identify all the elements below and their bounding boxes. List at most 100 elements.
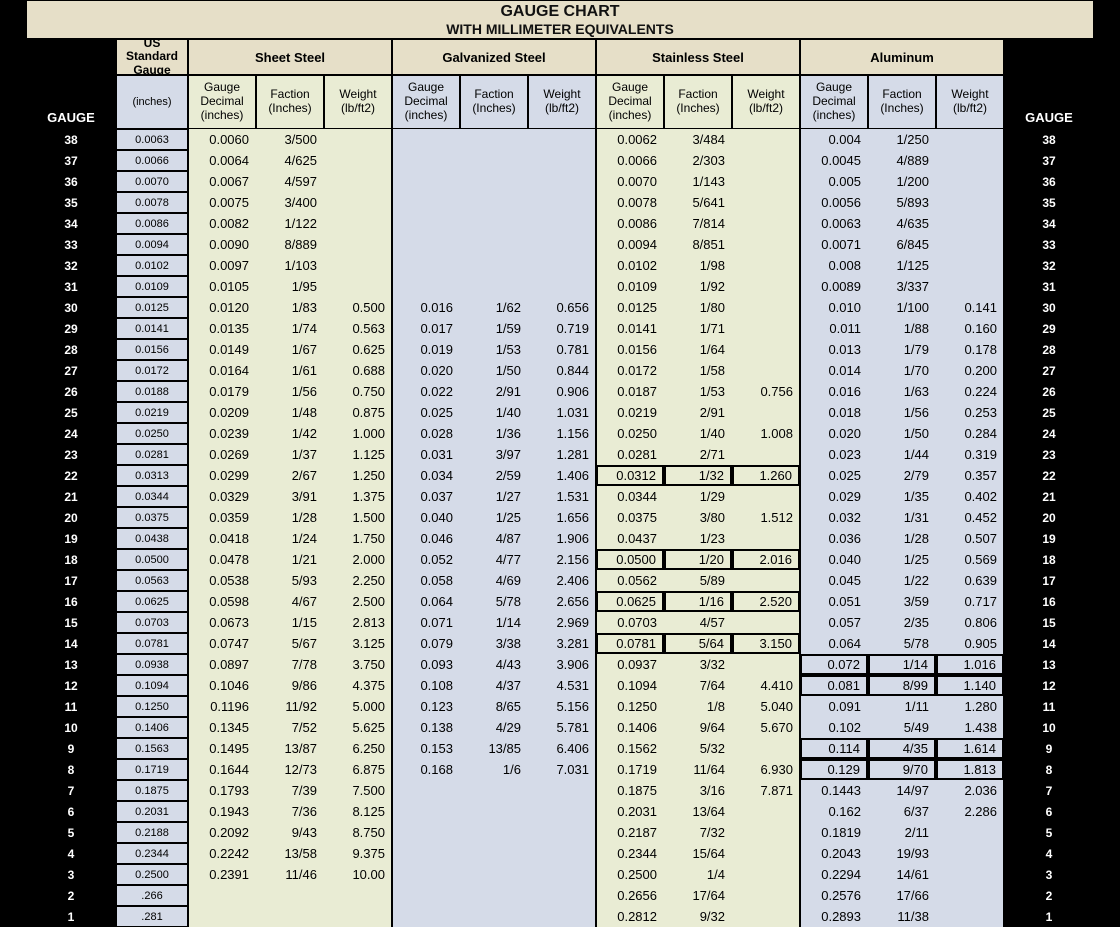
ss-13-1: 7/78 xyxy=(256,654,324,675)
st-12-0: 0.1094 xyxy=(596,675,664,696)
al-19-0: 0.036 xyxy=(800,528,868,549)
al-11-1: 1/11 xyxy=(868,696,936,717)
gauge-right-34: 34 xyxy=(1004,213,1094,234)
st-23-0: 0.0281 xyxy=(596,444,664,465)
st-33-0: 0.0094 xyxy=(596,234,664,255)
st-38-0: 0.0062 xyxy=(596,129,664,150)
ss-18-0: 0.0478 xyxy=(188,549,256,570)
gauge-left-32: 32 xyxy=(26,255,116,276)
gs-4-2 xyxy=(528,843,596,864)
us-13: 0.0938 xyxy=(116,654,188,675)
st-17-1: 5/89 xyxy=(664,570,732,591)
al-15-2: 0.806 xyxy=(936,612,1004,633)
gauge-right-5: 5 xyxy=(1004,822,1094,843)
gauge-right-7: 7 xyxy=(1004,780,1094,801)
st-34-2 xyxy=(732,213,800,234)
gs-35-0 xyxy=(392,192,460,213)
us-11: 0.1250 xyxy=(116,696,188,717)
ss-38-0: 0.0060 xyxy=(188,129,256,150)
gs-5-1 xyxy=(460,822,528,843)
gauge-right-4: 4 xyxy=(1004,843,1094,864)
ss-9-2: 6.250 xyxy=(324,738,392,759)
gauge-left-38: 38 xyxy=(26,129,116,150)
ss-9-0: 0.1495 xyxy=(188,738,256,759)
al-37-0: 0.0045 xyxy=(800,150,868,171)
al-19-1: 1/28 xyxy=(868,528,936,549)
ss-20-2: 1.500 xyxy=(324,507,392,528)
gs-3-2 xyxy=(528,864,596,885)
gauge-right-37: 37 xyxy=(1004,150,1094,171)
al-35-1: 5/893 xyxy=(868,192,936,213)
st-33-1: 8/851 xyxy=(664,234,732,255)
ss-7-1: 7/39 xyxy=(256,780,324,801)
gs-7-1 xyxy=(460,780,528,801)
ss-34-1: 1/122 xyxy=(256,213,324,234)
st-15-0: 0.0703 xyxy=(596,612,664,633)
gs-7-2 xyxy=(528,780,596,801)
al-18-0: 0.040 xyxy=(800,549,868,570)
st-2-0: 0.2656 xyxy=(596,885,664,906)
gauge-right-8: 8 xyxy=(1004,759,1094,780)
gs-11-0: 0.123 xyxy=(392,696,460,717)
al-25-1: 1/56 xyxy=(868,402,936,423)
ss-31-0: 0.0105 xyxy=(188,276,256,297)
us-30: 0.0125 xyxy=(116,297,188,318)
gauge-left-11: 11 xyxy=(26,696,116,717)
ss-33-1: 8/889 xyxy=(256,234,324,255)
us-20: 0.0375 xyxy=(116,507,188,528)
gs-36-1 xyxy=(460,171,528,192)
gauge-right-33: 33 xyxy=(1004,234,1094,255)
gs-21-1: 1/27 xyxy=(460,486,528,507)
ss-27-1: 1/61 xyxy=(256,360,324,381)
al-10-2: 1.438 xyxy=(936,717,1004,738)
gs-28-0: 0.019 xyxy=(392,339,460,360)
gs-12-1: 4/37 xyxy=(460,675,528,696)
al-9-1: 4/35 xyxy=(868,738,936,759)
st-5-2 xyxy=(732,822,800,843)
header-gs-sub-1: Faction (Inches) xyxy=(460,75,528,129)
gs-30-2: 0.656 xyxy=(528,297,596,318)
gauge-left-7: 7 xyxy=(26,780,116,801)
ss-17-1: 5/93 xyxy=(256,570,324,591)
gauge-left-13: 13 xyxy=(26,654,116,675)
gauge-right-38: 38 xyxy=(1004,129,1094,150)
ss-2-2 xyxy=(324,885,392,906)
al-1-0: 0.2893 xyxy=(800,906,868,927)
al-34-0: 0.0063 xyxy=(800,213,868,234)
gs-10-2: 5.781 xyxy=(528,717,596,738)
gs-16-2: 2.656 xyxy=(528,591,596,612)
gs-17-1: 4/69 xyxy=(460,570,528,591)
al-32-2 xyxy=(936,255,1004,276)
st-37-2 xyxy=(732,150,800,171)
gs-36-2 xyxy=(528,171,596,192)
gs-23-0: 0.031 xyxy=(392,444,460,465)
gs-35-1 xyxy=(460,192,528,213)
al-29-2: 0.160 xyxy=(936,318,1004,339)
gs-31-2 xyxy=(528,276,596,297)
al-31-2 xyxy=(936,276,1004,297)
gs-11-1: 8/65 xyxy=(460,696,528,717)
ss-6-1: 7/36 xyxy=(256,801,324,822)
gauge-left-27: 27 xyxy=(26,360,116,381)
st-30-1: 1/80 xyxy=(664,297,732,318)
al-16-0: 0.051 xyxy=(800,591,868,612)
al-26-1: 1/63 xyxy=(868,381,936,402)
st-6-1: 13/64 xyxy=(664,801,732,822)
gs-23-1: 3/97 xyxy=(460,444,528,465)
ss-6-0: 0.1943 xyxy=(188,801,256,822)
al-2-1: 17/66 xyxy=(868,885,936,906)
al-6-2: 2.286 xyxy=(936,801,1004,822)
ss-29-0: 0.0135 xyxy=(188,318,256,339)
al-27-0: 0.014 xyxy=(800,360,868,381)
ss-12-1: 9/86 xyxy=(256,675,324,696)
header-gs-sub-0: Gauge Decimal (inches) xyxy=(392,75,460,129)
gs-26-0: 0.022 xyxy=(392,381,460,402)
al-34-2 xyxy=(936,213,1004,234)
gs-33-2 xyxy=(528,234,596,255)
us-17: 0.0563 xyxy=(116,570,188,591)
st-4-0: 0.2344 xyxy=(596,843,664,864)
st-25-2 xyxy=(732,402,800,423)
st-25-1: 2/91 xyxy=(664,402,732,423)
ss-27-2: 0.688 xyxy=(324,360,392,381)
gs-22-1: 2/59 xyxy=(460,465,528,486)
